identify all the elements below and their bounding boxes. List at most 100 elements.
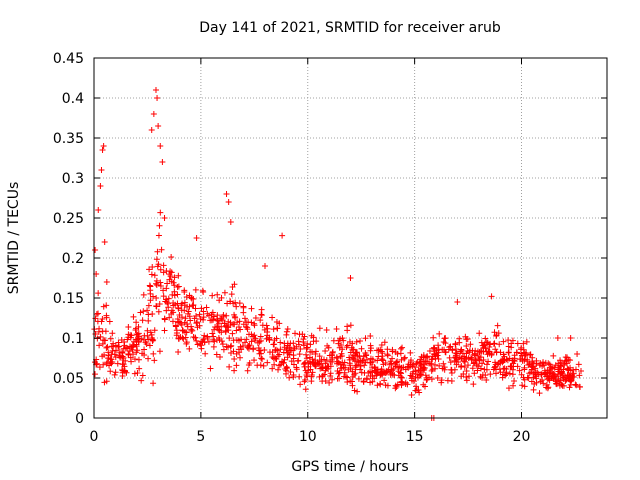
data-point <box>134 336 141 343</box>
data-point <box>428 376 435 383</box>
data-point <box>399 379 406 386</box>
x-tick-label: 15 <box>406 429 424 445</box>
data-point <box>466 347 473 354</box>
data-point <box>448 378 455 385</box>
data-point <box>416 360 423 367</box>
data-point <box>516 367 523 374</box>
data-point <box>275 366 282 373</box>
data-point <box>398 356 405 363</box>
data-point <box>517 356 524 363</box>
data-point <box>319 372 326 379</box>
data-point <box>526 351 533 358</box>
data-point <box>100 337 107 344</box>
data-point <box>451 357 458 364</box>
data-point <box>408 357 415 364</box>
data-point <box>433 350 440 357</box>
data-point <box>558 381 565 388</box>
data-point <box>307 366 314 373</box>
data-point <box>150 337 157 344</box>
data-point <box>181 307 188 314</box>
data-point <box>294 358 301 365</box>
data-point <box>526 361 533 368</box>
data-point <box>393 359 400 366</box>
data-point <box>544 367 551 374</box>
data-point <box>264 359 271 366</box>
data-point <box>131 356 138 363</box>
data-point <box>557 377 564 384</box>
data-point <box>378 342 385 349</box>
data-point <box>108 351 115 358</box>
data-point <box>374 382 381 389</box>
data-point <box>260 362 267 369</box>
data-point <box>133 349 140 356</box>
data-point <box>355 375 362 382</box>
data-point <box>218 338 225 345</box>
data-point <box>344 342 351 349</box>
data-point <box>103 279 110 285</box>
data-point <box>301 333 308 340</box>
data-point <box>163 307 170 314</box>
data-point <box>527 369 534 376</box>
data-point <box>300 342 307 349</box>
data-point <box>500 338 507 345</box>
data-point <box>318 356 325 363</box>
data-point <box>577 383 584 390</box>
data-point <box>193 337 200 344</box>
data-point <box>334 358 341 365</box>
data-point <box>125 334 132 341</box>
data-point <box>92 315 99 322</box>
data-point <box>226 363 233 370</box>
data-point <box>367 332 374 339</box>
data-point <box>360 353 367 360</box>
data-point <box>269 314 276 321</box>
data-point <box>525 362 532 369</box>
data-point <box>218 323 225 330</box>
data-point <box>241 315 248 322</box>
data-point <box>420 381 427 388</box>
data-point <box>235 346 242 353</box>
data-point <box>509 366 516 373</box>
data-point <box>498 357 505 364</box>
data-point <box>389 367 396 374</box>
x-axis-ticks: 0 5 10 15 20 <box>90 58 530 445</box>
data-point <box>293 343 300 350</box>
data-point <box>352 366 359 373</box>
data-point <box>337 335 344 342</box>
data-point <box>490 340 497 347</box>
data-point <box>333 325 340 332</box>
data-point <box>566 384 573 391</box>
data-point <box>295 338 302 345</box>
data-point <box>347 365 354 372</box>
data-point <box>389 348 396 355</box>
data-point <box>330 337 337 344</box>
data-point <box>483 361 490 368</box>
data-point <box>428 367 435 374</box>
data-point <box>231 313 238 320</box>
data-point <box>153 303 160 310</box>
data-point <box>467 341 474 348</box>
data-point <box>523 338 530 345</box>
data-point <box>410 378 417 385</box>
data-point <box>180 327 187 334</box>
data-point <box>373 372 380 379</box>
data-point <box>377 381 384 388</box>
data-point <box>377 346 384 353</box>
data-point <box>245 345 252 352</box>
data-point <box>262 263 268 269</box>
data-point <box>347 275 354 281</box>
data-point <box>228 291 235 298</box>
data-point <box>192 305 199 312</box>
data-point <box>178 314 185 321</box>
data-point <box>150 111 157 117</box>
x-tick-label: 10 <box>299 429 317 445</box>
data-point <box>107 358 114 365</box>
data-point <box>135 356 142 363</box>
data-point <box>157 209 164 216</box>
data-point <box>245 343 252 350</box>
data-point <box>99 316 106 323</box>
data-point <box>140 291 147 298</box>
data-point <box>186 345 193 352</box>
data-point <box>349 354 356 361</box>
data-point <box>484 351 491 358</box>
